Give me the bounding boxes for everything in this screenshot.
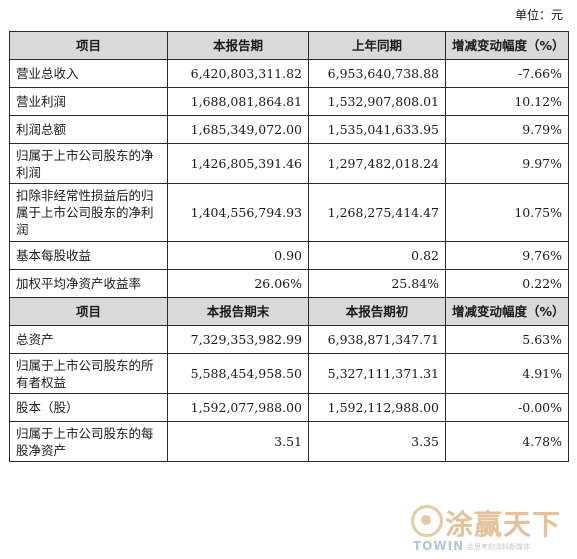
row-item-label: 归属于上市公司股东的每股净资产	[9, 421, 168, 462]
row-item-label: 利润总额	[9, 115, 168, 144]
change-percent: 10.12%	[445, 87, 569, 116]
table-row: 总资产 7,329,353,982.99 6,938,871,347.71 5.63%	[9, 325, 569, 354]
change-percent: 9.79%	[445, 115, 569, 144]
table-row: 归属于上市公司股东的所有者权益 5,588,454,958.50 5,327,111…	[9, 353, 569, 394]
column-header: 本报告期初	[308, 297, 446, 326]
previous-value: 1,532,907,808.01	[308, 87, 446, 116]
current-value: 1,404,556,794.93	[167, 183, 309, 242]
watermark-logo: 涂赢天下 TOWIN 会思考的涂料新媒体	[409, 505, 569, 555]
section1-header-row: 项目 本报告期 上年同期 增减变动幅度（%）	[9, 31, 569, 60]
column-header: 项目	[9, 31, 168, 60]
column-header: 上年同期	[308, 31, 446, 60]
current-value: 3.51	[167, 421, 309, 462]
previous-value: 6,953,640,738.88	[308, 59, 446, 88]
watermark-sub: 会思考的涂料新媒体	[467, 543, 530, 551]
section2-header-row: 项目 本报告期末 本报告期初 增减变动幅度（%）	[9, 297, 569, 326]
row-item-label: 加权平均净资产收益率	[9, 269, 168, 298]
previous-value: 1,535,041,633.95	[308, 115, 446, 144]
current-value: 1,426,805,391.46	[167, 143, 309, 184]
watermark-en: TOWIN	[413, 539, 465, 553]
table-row: 加权平均净资产收益率 26.06% 25.84% 0.22%	[9, 269, 569, 298]
row-item-label: 归属于上市公司股东的净利润	[9, 143, 168, 184]
previous-value: 6,938,871,347.71	[308, 325, 446, 354]
previous-value: 5,327,111,371.31	[308, 353, 446, 394]
current-value: 1,685,349,072.00	[167, 115, 309, 144]
column-header: 项目	[9, 297, 168, 326]
change-percent: 0.22%	[445, 269, 569, 298]
previous-value: 0.82	[308, 241, 446, 270]
table-row: 归属于上市公司股东的净利润 1,426,805,391.46 1,297,482,0…	[9, 143, 569, 184]
column-header: 本报告期	[167, 31, 309, 60]
change-percent: 9.76%	[445, 241, 569, 270]
current-value: 1,688,081,864.81	[167, 87, 309, 116]
table-row: 营业总收入 6,420,803,311.82 6,953,640,738.88 -7.…	[9, 59, 569, 88]
row-item-label: 股本（股）	[9, 393, 168, 422]
change-percent: -7.66%	[445, 59, 569, 88]
current-value: 26.06%	[167, 269, 309, 298]
financial-table: 项目 本报告期 上年同期 增减变动幅度（%） 营业总收入 6,420,803,311.82…	[9, 31, 569, 462]
change-percent: 4.91%	[445, 353, 569, 394]
table-row: 基本每股收益 0.90 0.82 9.76%	[9, 241, 569, 270]
change-percent: 9.97%	[445, 143, 569, 184]
unit-label: 单位：元	[514, 8, 563, 22]
previous-value: 1,297,482,018.24	[308, 143, 446, 184]
column-header: 本报告期末	[167, 297, 309, 326]
table-row: 扣除非经常性损益后的归属于上市公司股东的净利润 1,404,556,794.93 1…	[9, 183, 569, 242]
table-row: 利润总额 1,685,349,072.00 1,535,041,633.95 9.79…	[9, 115, 569, 144]
logo-icon	[411, 505, 443, 537]
watermark-cn: 涂赢天下	[445, 508, 562, 541]
previous-value: 1,268,275,414.47	[308, 183, 446, 242]
row-item-label: 营业总收入	[9, 59, 168, 88]
row-item-label: 基本每股收益	[9, 241, 168, 270]
row-item-label: 营业利润	[9, 87, 168, 116]
row-item-label: 总资产	[9, 325, 168, 354]
table-row: 营业利润 1,688,081,864.81 1,532,907,808.01 10.1…	[9, 87, 569, 116]
table-row: 归属于上市公司股东的每股净资产 3.51 3.35 4.78%	[9, 421, 569, 462]
column-header: 增减变动幅度（%）	[445, 31, 569, 60]
change-percent: 5.63%	[445, 325, 569, 354]
current-value: 5,588,454,958.50	[167, 353, 309, 394]
row-item-label: 归属于上市公司股东的所有者权益	[9, 353, 168, 394]
previous-value: 25.84%	[308, 269, 446, 298]
current-value: 1,592,077,988.00	[167, 393, 309, 422]
change-percent: 10.75%	[445, 183, 569, 242]
current-value: 6,420,803,311.82	[167, 59, 309, 88]
row-item-label: 扣除非经常性损益后的归属于上市公司股东的净利润	[9, 183, 168, 242]
current-value: 0.90	[167, 241, 309, 270]
previous-value: 3.35	[308, 421, 446, 462]
change-percent: 4.78%	[445, 421, 569, 462]
change-percent: -0.00%	[445, 393, 569, 422]
previous-value: 1,592,112,988.00	[308, 393, 446, 422]
table-row: 股本（股） 1,592,077,988.00 1,592,112,988.00 -0.…	[9, 393, 569, 422]
current-value: 7,329,353,982.99	[167, 325, 309, 354]
column-header: 增减变动幅度（%）	[445, 297, 569, 326]
